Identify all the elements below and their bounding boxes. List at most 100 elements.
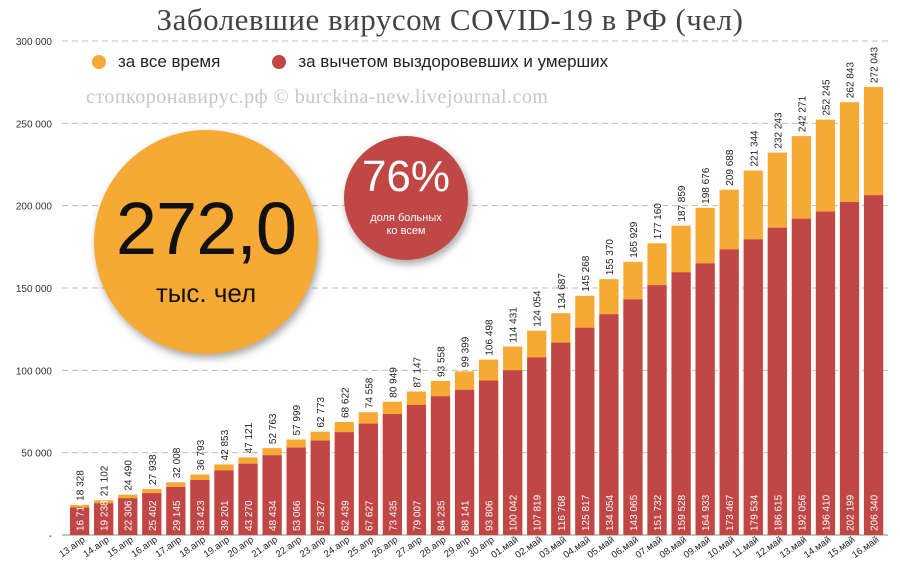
bar-active (743, 239, 763, 535)
bar-active (791, 218, 812, 535)
data-label-total: 52 763 (268, 413, 279, 444)
data-label-active: 192 056 (797, 494, 808, 531)
bar-active (190, 479, 210, 535)
total-highlight-circle: 272,0 тыс. чел (94, 130, 318, 354)
data-label-total: 68 622 (340, 387, 351, 418)
data-label-total: 209 688 (725, 149, 736, 186)
data-label-active: 79 007 (412, 500, 423, 531)
data-label-active: 48 434 (268, 500, 279, 531)
bar-active (599, 314, 619, 535)
data-label-active: 43 270 (244, 500, 255, 531)
y-tick-label: 100 000 (16, 366, 53, 377)
data-label-active: 53 066 (292, 500, 303, 531)
bar-active (406, 404, 427, 535)
y-tick-label: 250 000 (16, 119, 53, 130)
data-label-total: 93 558 (437, 346, 448, 377)
data-label-active: 100 042 (509, 494, 520, 531)
data-label-total: 124 054 (533, 290, 544, 327)
bar-active (863, 195, 884, 535)
data-label-total: 21 102 (100, 465, 111, 496)
data-label-active: 151 732 (653, 494, 664, 531)
bar-active (551, 342, 571, 535)
x-tick-label: 27.апр (394, 534, 424, 560)
data-label-active: 202 199 (846, 494, 857, 531)
data-label-total: 145 268 (581, 255, 592, 292)
data-label-total: 242 271 (797, 95, 808, 132)
y-tick-label: 300 000 (16, 37, 53, 48)
bar-active (527, 357, 547, 535)
y-tick-label: 200 000 (16, 202, 53, 213)
data-label-total: 232 243 (773, 112, 784, 149)
y-tick-label: - (49, 531, 52, 542)
bar-active (310, 440, 330, 535)
data-label-active: 19 238 (100, 500, 111, 531)
bar-active (262, 455, 282, 535)
bar-active (647, 285, 667, 535)
chart-title: Заболевшие вирусом COVID-19 в РФ (чел) (156, 2, 744, 37)
y-tick-label: 50 000 (21, 449, 52, 460)
bar-active (70, 507, 90, 535)
x-tick-label: 18.апр (178, 534, 208, 560)
bar-active (503, 370, 523, 535)
bar-active (334, 432, 354, 535)
data-label-total: 99 399 (461, 336, 472, 367)
data-label-total: 42 853 (220, 429, 231, 460)
watermark: стопкоронавирус.рф © burckina-new.livejo… (86, 86, 549, 108)
x-tick-label: 19.апр (202, 534, 232, 560)
x-tick-label: 10.май (706, 534, 737, 560)
x-tick-label: 21.апр (250, 534, 280, 560)
data-label-active: 57 327 (316, 500, 327, 531)
bar-active (382, 414, 403, 535)
data-label-active: 143 065 (629, 494, 640, 531)
data-label-total: 134 687 (557, 273, 568, 310)
data-label-active: 186 615 (773, 494, 784, 531)
data-label-total: 27 938 (148, 454, 159, 485)
data-label-active: 73 435 (388, 500, 399, 531)
x-tick-label: 20.апр (226, 534, 256, 560)
data-label-total: 87 147 (412, 356, 423, 387)
bar-active (94, 503, 114, 535)
data-label-total: 74 558 (364, 377, 375, 408)
total-highlight-unit: тыс. чел (155, 278, 257, 308)
bar-active (166, 487, 186, 535)
data-label-total: 57 999 (292, 404, 303, 435)
bar-active (719, 249, 739, 535)
x-tick-label: 24.апр (322, 534, 352, 560)
legend-item-total: за все время (92, 52, 220, 72)
percent-highlight-value: 76% (361, 152, 451, 201)
x-tick-label: 29.апр (442, 534, 472, 560)
data-label-active: 62 439 (340, 500, 351, 531)
data-label-active: 134 054 (605, 494, 616, 531)
data-label-total: 177 160 (653, 203, 664, 240)
data-label-active: 206 340 (870, 494, 881, 531)
data-label-active: 33 423 (196, 500, 207, 531)
bar-active (575, 327, 595, 535)
data-label-active: 67 627 (364, 500, 375, 531)
bar-active (767, 227, 787, 535)
data-label-total: 198 676 (701, 167, 712, 204)
data-label-active: 29 145 (172, 500, 183, 531)
data-label-total: 47 121 (244, 422, 255, 453)
bar-active (671, 272, 691, 535)
x-tick-label: 25.апр (346, 534, 376, 560)
x-tick-label: 26.апр (370, 534, 400, 560)
bar-active (479, 380, 499, 535)
data-label-active: 116 768 (557, 495, 568, 531)
percent-label-line1: доля больных (370, 212, 442, 224)
legend: за все время за вычетом выздоровевших и … (92, 52, 608, 72)
x-tick-label: 14.апр (81, 534, 111, 560)
x-tick-label: 23.апр (298, 534, 328, 560)
y-tick-label: 150 000 (16, 284, 53, 295)
legend-label-total: за все время (118, 52, 221, 71)
data-label-active: 107 819 (533, 494, 544, 531)
legend-swatch-total (92, 55, 106, 69)
bar-active (454, 389, 475, 535)
data-label-total: 165 929 (629, 221, 640, 258)
bar-active (623, 299, 643, 535)
legend-item-active: за вычетом выздоровевших и умерших (272, 52, 608, 72)
data-label-active: 93 806 (485, 500, 496, 531)
x-tick-label: 16.май (850, 534, 881, 560)
data-label-total: 36 793 (196, 439, 207, 470)
data-label-active: 22 306 (124, 500, 135, 531)
percent-label-line2: ко всем (386, 225, 426, 237)
